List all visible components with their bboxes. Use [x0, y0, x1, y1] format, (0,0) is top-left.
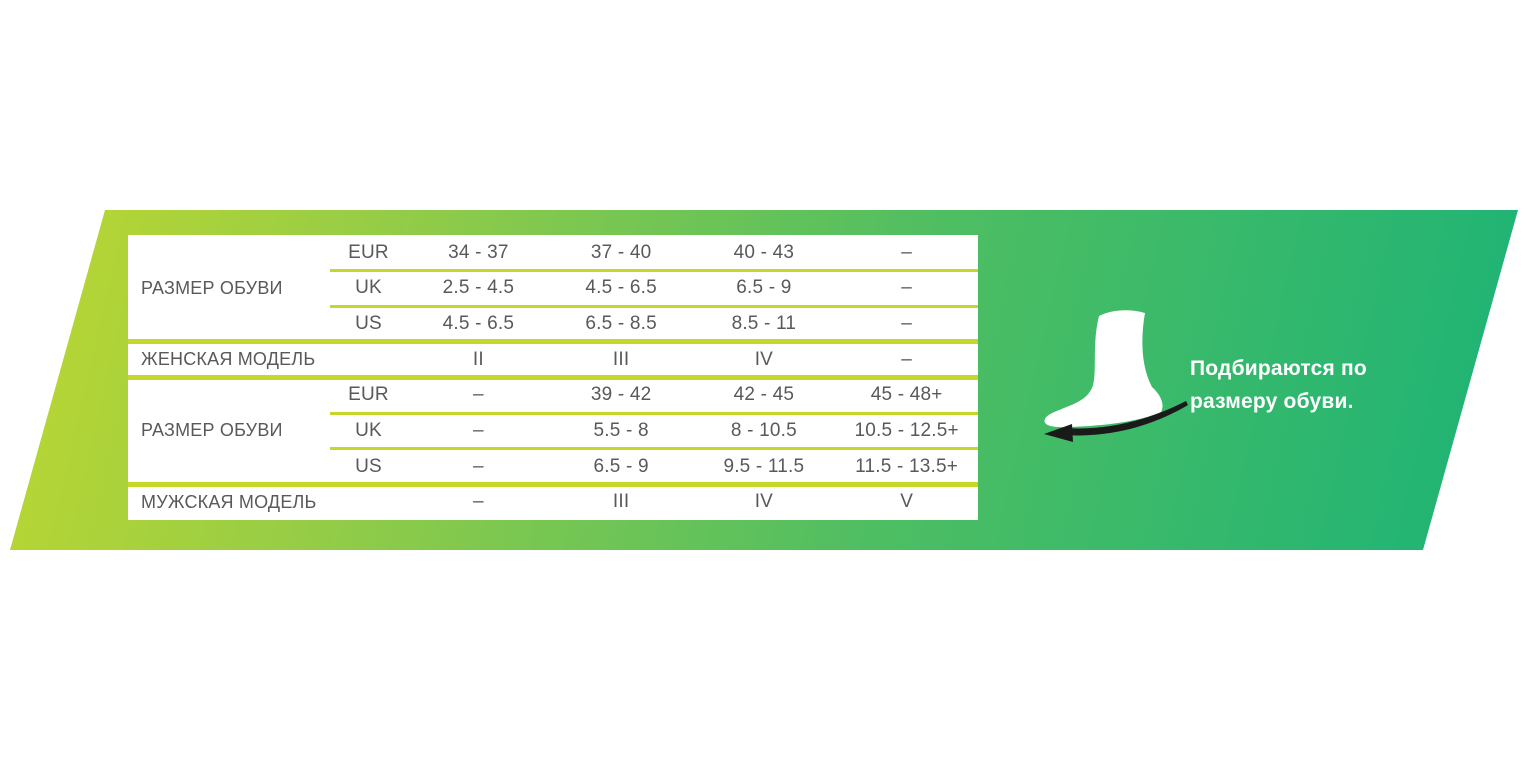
value-cell: –: [472, 455, 484, 477]
table-row: РАЗМЕР ОБУВИ UK – 5.5 - 8 8 - 10.5 10.5 …: [128, 413, 978, 450]
model-label: МУЖСКАЯ МОДЕЛЬ: [141, 491, 317, 512]
model-label: ЖЕНСКАЯ МОДЕЛЬ: [141, 349, 316, 370]
value-cell: 6.5 - 9: [593, 455, 649, 477]
table-row: EUR – 39 - 42 42 - 45 45 - 48+: [128, 375, 978, 415]
unit-cell: EUR: [348, 241, 389, 263]
value-cell: 2.5 - 4.5: [442, 277, 515, 299]
unit-cell: US: [355, 455, 382, 477]
value-cell: 8 - 10.5: [730, 419, 797, 441]
value-cell: –: [901, 348, 913, 370]
value-cell: 11.5 - 13.5+: [855, 455, 959, 477]
value-cell: –: [901, 313, 913, 335]
value-cell: 45 - 48+: [870, 384, 943, 406]
value-cell: –: [472, 384, 484, 406]
value-cell: –: [901, 241, 913, 263]
arrow-swoosh: [1065, 401, 1188, 436]
arrow-head: [1044, 424, 1073, 442]
row-group-label: РАЗМЕР ОБУВИ: [141, 277, 283, 298]
value-cell: –: [901, 277, 913, 299]
value-cell: V: [900, 491, 914, 513]
table-row-model: ЖЕНСКАЯ МОДЕЛЬ II III IV –: [128, 339, 978, 378]
value-cell: 42 - 45: [733, 384, 795, 406]
value-cell: 6.5 - 8.5: [585, 313, 657, 335]
value-cell: 4.5 - 6.5: [585, 277, 657, 299]
value-cell: III: [612, 491, 630, 513]
value-cell: II: [472, 348, 484, 370]
table-row: EUR 34 - 37 37 - 40 40 - 43 –: [128, 235, 978, 272]
foot-with-arrow-icon: [1044, 310, 1188, 442]
unit-cell: UK: [355, 277, 382, 299]
table-row: US – 6.5 - 9 9.5 - 11.5 11.5 - 13.5+: [128, 449, 978, 485]
value-cell: 6.5 - 9: [736, 277, 792, 299]
value-cell: 10.5 - 12.5+: [854, 419, 959, 441]
value-cell: 40 - 43: [733, 241, 795, 263]
unit-cell: US: [355, 313, 382, 335]
value-cell: 37 - 40: [590, 241, 652, 263]
value-cell: IV: [754, 491, 774, 513]
size-table: EUR 34 - 37 37 - 40 40 - 43 – РАЗМЕР ОБУ…: [128, 235, 978, 520]
unit-cell: UK: [355, 419, 382, 441]
value-cell: 8.5 - 11: [731, 313, 797, 335]
unit-cell: EUR: [348, 384, 389, 406]
annotation-text: Подбираются по размеру обуви.: [1190, 357, 1367, 413]
value-cell: –: [472, 491, 484, 513]
value-cell: 4.5 - 6.5: [442, 313, 515, 335]
value-cell: –: [472, 419, 484, 441]
table-row: РАЗМЕР ОБУВИ UK 2.5 - 4.5 4.5 - 6.5 6.5 …: [128, 271, 978, 308]
table-row: US 4.5 - 6.5 6.5 - 8.5 8.5 - 11 –: [128, 306, 978, 342]
value-cell: III: [612, 348, 630, 370]
table-row-model: МУЖСКАЯ МОДЕЛЬ – III IV V: [128, 481, 978, 520]
value-cell: 5.5 - 8: [593, 419, 649, 441]
value-cell: 34 - 37: [448, 241, 509, 263]
value-cell: 39 - 42: [590, 384, 652, 406]
row-group-label: РАЗМЕР ОБУВИ: [141, 420, 283, 441]
value-cell: 9.5 - 11.5: [723, 455, 805, 477]
foot-silhouette: [1044, 310, 1163, 428]
value-cell: IV: [754, 348, 774, 370]
